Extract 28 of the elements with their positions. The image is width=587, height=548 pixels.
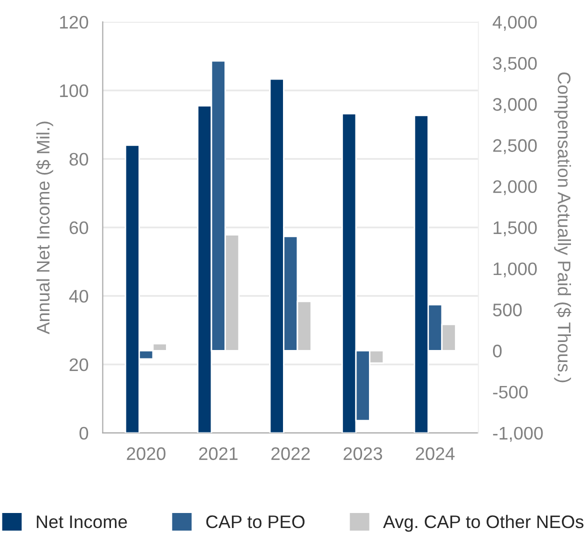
legend-label: Avg. CAP to Other NEOs <box>383 514 584 532</box>
y2-tick-label: 500 <box>493 304 522 316</box>
x-tick-label: 2023 <box>344 447 382 460</box>
legend-label: CAP to PEO <box>206 515 305 528</box>
y2-tick-label: 4,000 <box>492 16 537 31</box>
y-tick-label: 0 <box>80 426 88 440</box>
y-tick-label: 60 <box>70 221 88 234</box>
legend-label: Net Income <box>36 516 127 528</box>
x-tick-label: 2024 <box>416 447 455 460</box>
x-tick-label: 2022 <box>271 447 310 460</box>
y2-tick-label: 3,500 <box>492 56 537 72</box>
y2-tick-label: 3,000 <box>492 98 537 113</box>
x-tick-label: 2020 <box>126 447 166 460</box>
y-tick-label: 20 <box>70 358 88 372</box>
y2-tick-label: -500 <box>493 386 528 399</box>
x-tick-label: 2021 <box>199 447 238 460</box>
y2-axis-title: Compensation Actually Paid ($ Thous.) <box>554 72 572 382</box>
y2-tick-label: 0 <box>493 344 502 358</box>
y-tick-label: 80 <box>70 152 88 166</box>
y2-tick-label: 1,000 <box>494 262 537 278</box>
y-axis-title: Annual Net Income ($ Mil.) <box>36 122 54 334</box>
y-tick-label: 120 <box>60 16 88 29</box>
y-tick-label: 40 <box>69 290 88 303</box>
y-tick-label: 100 <box>60 84 88 98</box>
y2-tick-label: -1,000 <box>493 426 543 442</box>
y2-tick-label: 1,500 <box>494 221 537 236</box>
y2-tick-label: 2,000 <box>493 180 537 196</box>
y2-tick-label: 2,500 <box>493 139 537 154</box>
